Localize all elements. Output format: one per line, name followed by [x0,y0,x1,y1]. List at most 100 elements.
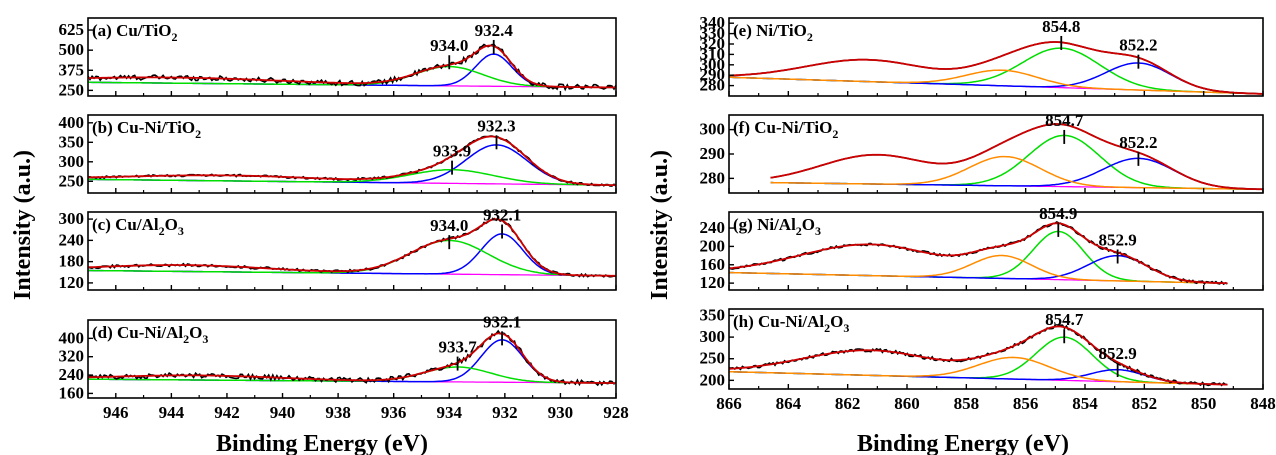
panel-label: (c) Cu/Al2O3 [92,215,184,238]
raw-data-line [770,123,1263,191]
panel-label-main: (h) Cu-Ni/Al [733,312,824,331]
peak-label: 934.0 [430,216,468,235]
x-tick-label: 858 [954,394,980,413]
x-tick-label: 942 [214,403,240,422]
y-tick-label: 240 [59,230,85,249]
y-tick-label: 280 [700,76,726,95]
y-tick-label: 320 [700,34,726,53]
panel-label-main: (d) Cu-Ni/Al [92,323,183,342]
envelope-fit-line [88,332,616,384]
envelope-fit-line [729,222,1228,285]
y-tick-label: 400 [59,328,85,347]
peak-label: 852.2 [1119,36,1157,55]
y-tick-label: 120 [700,273,726,292]
panel-c: 120 180 240 300 (c) Cu/Al2O3 932.1 934.0 [59,206,617,292]
y-tick-label: 300 [59,209,85,228]
panel-label: (f) Cu-Ni/TiO2 [733,118,838,141]
y-tick-label: 120 [59,273,85,292]
panel-label: (b) Cu-Ni/TiO2 [92,118,201,141]
x-tick-label: 928 [603,403,629,422]
peak-label: 933.7 [438,338,477,357]
left-xlabel: Binding Energy (eV) [216,431,428,455]
y-tick-label: 240 [59,365,85,384]
component-peak [88,65,616,89]
panel-label-main: (f) Cu-Ni/TiO [733,118,832,137]
plot-area-e [729,41,1263,95]
envelope-fit-line [770,123,1263,191]
axes-frame [87,211,617,291]
peak-label: 852.2 [1119,133,1157,152]
peak-label: 934.0 [430,36,468,55]
peak-label: 932.3 [477,116,515,135]
y-tick-label: 250 [59,171,85,190]
x-tick-label: 944 [159,403,185,422]
y-tick-label: 500 [59,40,85,59]
y-tick-label: 625 [59,20,85,39]
envelope-fit-line [729,325,1228,386]
panel-label-sub: 2 [832,127,838,141]
panel-label-sub2: 3 [202,332,208,346]
panel-label: (e) Ni/TiO2 [733,21,813,44]
envelope-fit-line [88,218,616,277]
panel-label-sub: 2 [183,332,189,346]
x-tick-label: 852 [1132,394,1158,413]
y-tick-label: 375 [59,60,85,79]
peak-label: 932.4 [475,21,514,40]
y-tick-label: 160 [59,383,85,402]
component-peak [729,47,1263,95]
y-tick-label: 250 [59,80,85,99]
peak-label: 852.9 [1099,344,1137,363]
peak-label: 933.9 [433,142,471,161]
x-tick-label: 934 [437,403,463,422]
y-tick-label: 280 [700,168,726,187]
panel-label-tail: O [802,215,815,234]
x-tick-label: 932 [492,403,518,422]
y-tick-label: 290 [700,144,726,163]
x-tick-label: 860 [894,394,920,413]
right-ylabel: Intensity (a.u.) [647,150,673,300]
component-peak [729,356,1228,386]
x-tick-label: 946 [103,403,129,422]
y-tick-label: 300 [700,327,726,346]
envelope-fit-line [88,135,616,187]
peak-label: 932.1 [483,312,521,331]
panel-label-sub2: 3 [843,321,849,335]
y-tick-label: 250 [700,349,726,368]
panel-f: 280 290 300 (f) Cu-Ni/TiO2 854.7 852.2 [700,111,1264,194]
panel-label-sub2: 3 [815,224,821,238]
axes-frame [87,319,617,399]
panel-label: (h) Cu-Ni/Al2O3 [733,312,849,335]
panel-label: (g) Ni/Al2O3 [733,215,821,238]
peak-label: 854.7 [1045,310,1084,329]
y-tick-label: 300 [59,152,85,171]
panel-label: (a) Cu/TiO2 [92,21,178,44]
peak-label: 854.7 [1045,111,1084,130]
component-peak [88,233,616,277]
y-tick-label: 320 [59,347,85,366]
component-peak [729,62,1263,95]
x-tick-label: 856 [1013,394,1039,413]
plot-area-c [88,217,616,278]
x-tick-label: 862 [835,394,861,413]
y-tick-label: 330 [700,24,726,43]
component-peak [770,134,1263,191]
component-peak [729,254,1228,285]
y-tick-label: 310 [700,44,726,63]
component-peak [770,157,1263,191]
y-tick-label: 340 [700,13,726,32]
y-tick-label: 350 [700,305,726,324]
left-ylabel: Intensity (a.u.) [10,150,36,300]
peak-label: 854.8 [1042,17,1080,36]
component-peak [729,230,1228,285]
y-tick-label: 160 [700,255,726,274]
x-tick-label: 938 [325,403,351,422]
plot-area-g [729,220,1228,286]
panel-label-tail: O [830,312,843,331]
